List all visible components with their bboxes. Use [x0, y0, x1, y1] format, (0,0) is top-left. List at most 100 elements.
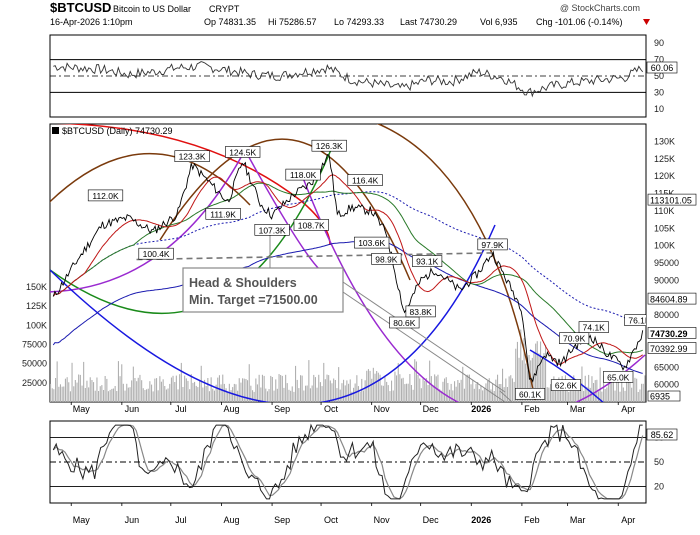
- x-tick-label: Feb: [524, 515, 540, 525]
- volume-bar: [112, 388, 114, 402]
- volume-bar: [617, 378, 619, 402]
- volume-bar: [455, 386, 457, 402]
- volume-bar: [444, 378, 446, 402]
- volume-bar: [164, 386, 166, 402]
- volume-bar: [470, 384, 472, 402]
- volume-bar: [536, 341, 538, 402]
- volume-bar: [172, 375, 174, 402]
- volume-bar: [629, 382, 631, 402]
- volume-bar: [541, 358, 543, 402]
- volume-bar: [53, 389, 55, 402]
- volume-bar: [68, 382, 70, 402]
- volume-bar: [336, 388, 338, 402]
- volume-bar: [516, 341, 518, 402]
- volume-bar: [513, 381, 515, 402]
- volume-bar: [311, 385, 313, 402]
- volume-bar: [569, 388, 571, 402]
- volume-bar: [611, 379, 613, 402]
- volume-bar: [525, 363, 527, 402]
- volume-bar: [374, 373, 376, 402]
- volume-bar: [69, 391, 71, 402]
- volume-bar: [296, 379, 298, 402]
- arc-blue-2: [529, 349, 604, 402]
- volume-bar: [396, 375, 398, 402]
- volume-bar: [132, 366, 134, 402]
- volume-bar: [78, 374, 80, 402]
- volume-bar: [377, 372, 379, 402]
- volume-bar: [268, 389, 270, 402]
- legend-label: $BTCUSD (Daily) 74730.29: [62, 126, 173, 136]
- volume-label: Vol 6,935: [480, 17, 518, 27]
- x-tick-label: Sep: [274, 404, 290, 414]
- volume-bar: [149, 381, 151, 402]
- stochastic-tick-label: 50: [654, 457, 664, 467]
- volume-bar: [642, 383, 644, 402]
- volume-bar: [498, 384, 500, 402]
- volume-bar: [271, 377, 273, 402]
- peak-label: 124.5K: [229, 147, 256, 157]
- volume-bar: [94, 390, 96, 402]
- volume-bar: [247, 380, 249, 402]
- volume-bar: [324, 379, 326, 402]
- volume-bar: [607, 384, 609, 402]
- arc-purple-1: [50, 148, 321, 293]
- volume-bar: [116, 391, 118, 402]
- x-tick-label: 2026: [471, 515, 491, 525]
- ma-upper-band: [52, 191, 643, 326]
- peak-label: 116.4K: [352, 176, 379, 186]
- volume-bar: [551, 389, 553, 402]
- trough-label-box: [354, 236, 390, 249]
- volume-bar: [248, 364, 250, 402]
- volume-bar: [101, 385, 103, 402]
- volume-bar: [212, 388, 214, 402]
- volume-bar: [588, 374, 590, 402]
- x-tick-label: Nov: [374, 404, 391, 414]
- volume-bar: [309, 388, 311, 402]
- right-value-box: [647, 342, 697, 354]
- volume-bar: [634, 377, 636, 402]
- volume-bar: [621, 382, 623, 402]
- peak-label: 74.1K: [583, 323, 606, 333]
- volume-tick-label: 150K: [26, 282, 47, 292]
- volume-bar: [275, 379, 277, 402]
- volume-bar: [508, 376, 510, 402]
- peak-label: 112.0K: [92, 191, 119, 201]
- volume-bar: [487, 381, 489, 402]
- volume-bar: [276, 388, 278, 402]
- volume-bar: [187, 380, 189, 402]
- volume-bar: [568, 391, 570, 402]
- volume-bar: [414, 359, 416, 402]
- right-value-box: [647, 327, 697, 339]
- trough-label: 65.0K: [607, 372, 630, 382]
- volume-bar: [538, 353, 540, 402]
- volume-bar: [381, 385, 383, 402]
- volume-bar: [300, 375, 302, 402]
- volume-bar: [66, 377, 68, 402]
- volume-bar: [59, 384, 61, 402]
- volume-bar: [488, 378, 490, 402]
- volume-bar: [492, 383, 494, 402]
- volume-bar: [424, 380, 426, 402]
- volume-bar: [314, 377, 316, 402]
- arc-purple-2: [299, 169, 646, 402]
- volume-bar: [338, 367, 340, 402]
- volume-bar: [71, 362, 73, 402]
- stochastic-panel: 805020 85.62: [49, 420, 678, 504]
- volume-bar: [160, 381, 162, 402]
- peak-label: 126.3K: [316, 141, 343, 151]
- volume-bar: [235, 384, 237, 402]
- volume-bar: [407, 383, 409, 402]
- volume-bar: [467, 374, 469, 402]
- price-tick-label: 90000: [654, 275, 679, 285]
- x-tick-label: Mar: [570, 515, 586, 525]
- volume-bar: [98, 391, 100, 402]
- trough-label: 62.6K: [555, 381, 578, 391]
- volume-bar: [591, 376, 593, 402]
- volume-tick-label: 125K: [26, 301, 47, 311]
- peak-label: 70.9K: [563, 334, 586, 344]
- volume-bar: [293, 391, 295, 402]
- volume-bar: [129, 387, 131, 402]
- volume-bar: [586, 386, 588, 402]
- x-tick-label: Aug: [223, 515, 239, 525]
